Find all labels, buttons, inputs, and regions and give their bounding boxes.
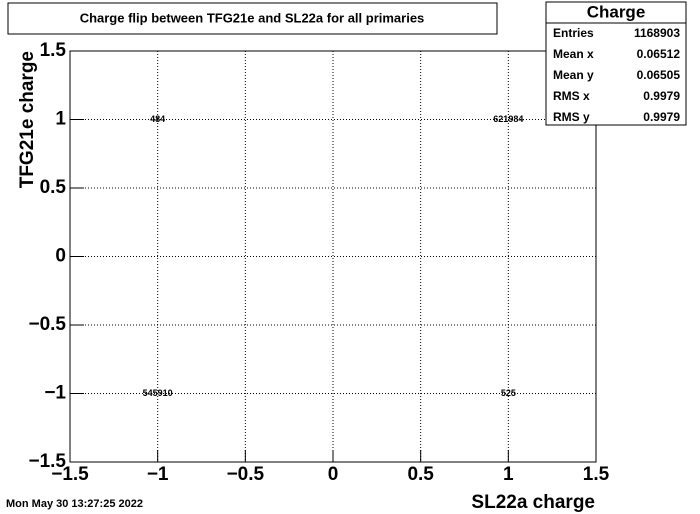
y-tick-label: 1 xyxy=(55,109,66,130)
x-tick-label: −1.5 xyxy=(51,464,89,485)
stats-value: 0.06505 xyxy=(637,68,681,82)
x-tick-label: −0.5 xyxy=(227,464,265,485)
timestamp: Mon May 30 13:27:25 2022 xyxy=(6,498,143,510)
cell-count: 484 xyxy=(150,114,165,124)
chart-title: Charge flip between TFG21e and SL22a for… xyxy=(80,10,425,25)
stats-label: Entries xyxy=(553,26,594,40)
title-box xyxy=(7,2,498,35)
x-tick-label: 1.5 xyxy=(583,464,610,485)
y-tick-label: 0 xyxy=(55,246,66,267)
x-tick-label: −1 xyxy=(147,464,169,485)
stats-value: 1168903 xyxy=(634,26,680,40)
y-tick-label: 1.5 xyxy=(40,40,67,61)
x-tick-label: 1 xyxy=(503,464,514,485)
x-tick-label: 0.5 xyxy=(407,464,434,485)
y-axis-label: TFG21e charge xyxy=(17,51,38,188)
x-tick-label: 0 xyxy=(328,464,339,485)
x-axis-label: SL22a charge xyxy=(471,492,595,513)
plot-frame xyxy=(69,50,597,463)
y-tick-label: 0.5 xyxy=(40,177,67,198)
stats-value: 0.9979 xyxy=(643,89,680,103)
stats-title: Charge xyxy=(587,2,646,21)
y-tick-label: −1 xyxy=(44,383,66,404)
stats-label: Mean y xyxy=(553,68,594,82)
cell-count: 621984 xyxy=(493,114,523,124)
cell-count: 545910 xyxy=(143,388,173,398)
cell-count: 525 xyxy=(501,388,516,398)
y-tick-label: −1.5 xyxy=(28,451,66,472)
stats-label: RMS y xyxy=(553,110,590,124)
stats-value: 0.9979 xyxy=(643,110,680,124)
y-tick-label: −0.5 xyxy=(28,314,66,335)
stats-label: RMS x xyxy=(553,89,590,103)
stats-label: Mean x xyxy=(553,47,594,61)
stats-value: 0.06512 xyxy=(637,47,681,61)
